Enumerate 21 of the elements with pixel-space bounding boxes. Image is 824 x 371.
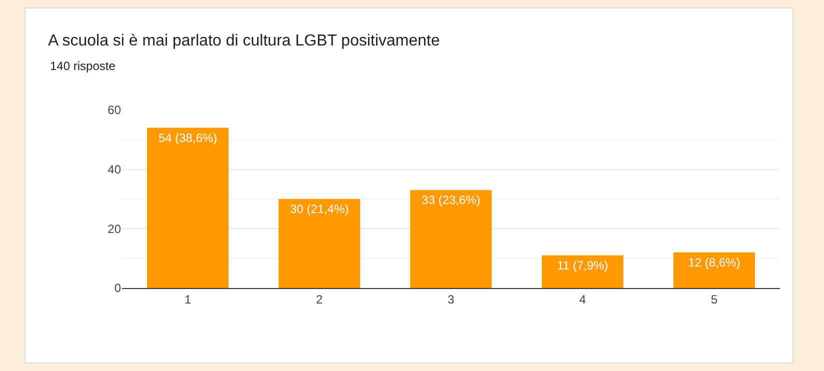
bar <box>278 199 360 288</box>
x-tick-label: 2 <box>316 292 324 306</box>
bar <box>410 190 492 288</box>
bar <box>673 252 755 288</box>
data-label: 54 (38,6%) <box>158 130 218 145</box>
y-tick-label: 0 <box>114 281 122 296</box>
chart-subtitle: 140 risposte <box>50 59 116 73</box>
data-label: 33 (23,6%) <box>422 193 480 208</box>
x-tick-label: 5 <box>710 292 718 306</box>
data-label: 30 (21,4%) <box>290 202 349 216</box>
x-tick-label: 4 <box>579 292 586 306</box>
chart-title: A scuola si è mai parlato di cultura LGBT positivamente <box>48 32 440 50</box>
y-tick-label: 60 <box>108 103 122 118</box>
x-tick-label: 1 <box>184 292 192 306</box>
y-tick-label: 40 <box>108 162 122 177</box>
y-tick-label: 20 <box>108 222 122 236</box>
x-tick-label: 3 <box>448 292 455 306</box>
data-label: 11 (7,9%) <box>557 258 608 272</box>
bar <box>147 128 229 288</box>
data-label: 12 (8,6%) <box>688 255 740 270</box>
bar <box>542 255 624 288</box>
